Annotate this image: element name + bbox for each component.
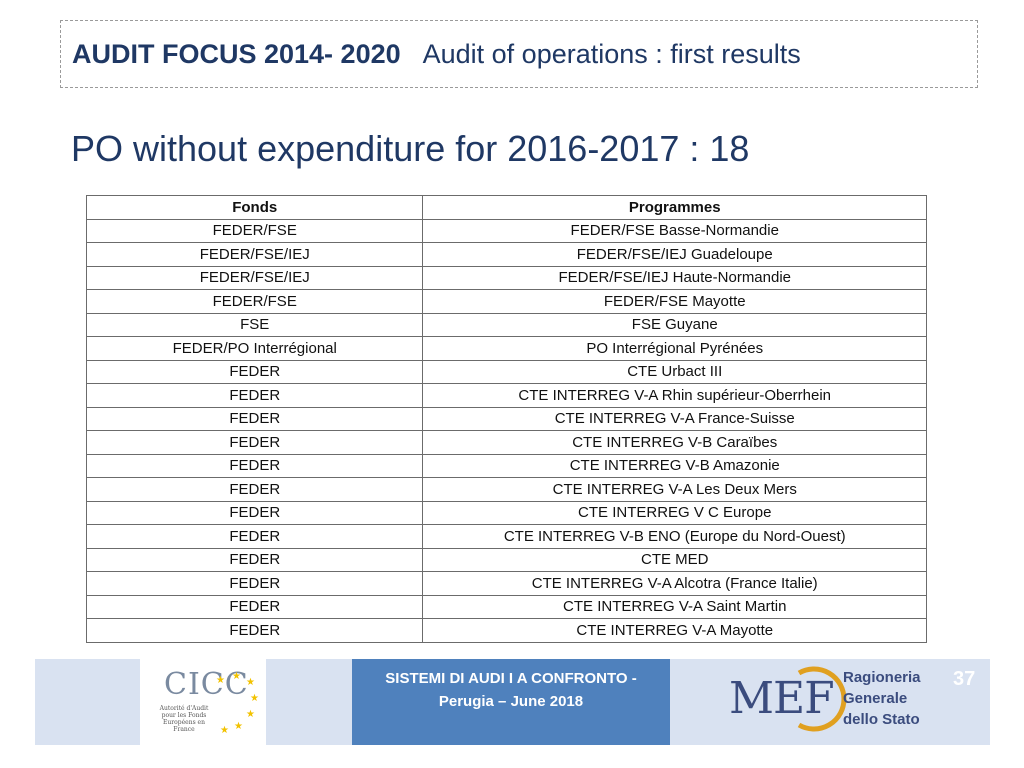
column-header-fonds: Fonds bbox=[85, 195, 424, 220]
table-row: FEDER CTE INTERREG V-A Alcotra (France It… bbox=[85, 571, 927, 596]
programme-cell: CTE Urbact III bbox=[422, 359, 927, 384]
page-number: 37 bbox=[953, 668, 976, 690]
table-row: FEDER CTE INTERREG V C Europe bbox=[85, 500, 927, 525]
fonds-cell: FEDER/FSE/IEJ bbox=[85, 265, 424, 290]
eu-stars-icon: ★ ★ ★ ★ ★ ★ ★ bbox=[216, 671, 259, 736]
mef-arc-icon bbox=[797, 666, 847, 732]
svg-text:★: ★ bbox=[232, 671, 241, 682]
programme-cell: FSE Guyane bbox=[422, 312, 927, 337]
table-row: FEDER CTE INTERREG V-A Mayotte bbox=[85, 618, 927, 643]
rgs-line-3: dello Stato bbox=[843, 711, 920, 728]
fonds-cell: FSE bbox=[85, 312, 424, 337]
table-row: FEDER CTE INTERREG V-B Amazonie bbox=[85, 453, 927, 478]
fonds-cell: FEDER/FSE/IEJ bbox=[85, 242, 424, 267]
conference-title: SISTEMI DI AUDI I A CONFRONTO - bbox=[385, 670, 637, 687]
table-row: FEDER CTE MED bbox=[85, 547, 927, 572]
programmes-table: Fonds Programmes FEDER/FSE FEDER/FSE Bass… bbox=[85, 195, 927, 643]
svg-text:★: ★ bbox=[250, 693, 259, 704]
conference-box: SISTEMI DI AUDI I A CONFRONTO - Perugia … bbox=[352, 659, 670, 745]
table-row: FEDER CTE INTERREG V-A Saint Martin bbox=[85, 594, 927, 619]
fonds-cell: FEDER/PO Interrégional bbox=[85, 336, 424, 361]
mef-logo-text: MEF bbox=[729, 673, 835, 724]
table-row: FEDER/FSE FEDER/FSE Mayotte bbox=[85, 289, 927, 314]
table-row: FEDER/FSE FEDER/FSE Basse-Normandie bbox=[85, 218, 927, 243]
programme-cell: FEDER/FSE/IEJ Haute-Normandie bbox=[422, 265, 927, 290]
table-row: FEDER CTE INTERREG V-A France-Suisse bbox=[85, 406, 927, 431]
programme-cell: CTE INTERREG V-A Saint Martin bbox=[422, 594, 927, 619]
fonds-cell: FEDER bbox=[85, 547, 424, 572]
cicc-logo-fine-print: Autorité d'Audit pour les Fonds Européen… bbox=[159, 705, 209, 733]
fonds-cell: FEDER/FSE bbox=[85, 289, 424, 314]
fonds-cell: FEDER bbox=[85, 571, 424, 596]
header-title-bold: AUDIT FOCUS 2014- 2020 bbox=[72, 38, 401, 69]
programme-cell: CTE INTERREG V-A Rhin supérieur-Oberrhei… bbox=[422, 383, 927, 408]
table-row: FEDER CTE INTERREG V-A Les Deux Mers bbox=[85, 477, 927, 502]
fonds-cell: FEDER bbox=[85, 524, 424, 549]
table-row: FEDER/FSE/IEJ FEDER/FSE/IEJ Guadeloupe bbox=[85, 242, 927, 267]
programme-cell: CTE MED bbox=[422, 547, 927, 572]
svg-text:★: ★ bbox=[246, 677, 255, 688]
fonds-cell: FEDER bbox=[85, 618, 424, 643]
conference-place-date: Perugia – June 2018 bbox=[438, 693, 584, 710]
fonds-cell: FEDER bbox=[85, 500, 424, 525]
programme-cell: CTE INTERREG V-B Caraïbes bbox=[422, 430, 927, 455]
rgs-line-2: Generale bbox=[843, 690, 908, 707]
mef-logo: MEF Ragioneria Generale dello Stato bbox=[671, 659, 990, 745]
programme-cell: FEDER/FSE Basse-Normandie bbox=[422, 218, 927, 243]
svg-text:★: ★ bbox=[220, 725, 229, 736]
column-header-programmes: Programmes bbox=[422, 195, 927, 220]
programme-cell: CTE INTERREG V-A France-Suisse bbox=[422, 406, 927, 431]
fonds-cell: FEDER bbox=[85, 383, 424, 408]
table-row: FEDER CTE Urbact III bbox=[85, 359, 927, 384]
programme-cell: PO Interrégional Pyrénées bbox=[422, 336, 927, 361]
programme-cell: CTE INTERREG V-B Amazonie bbox=[422, 453, 927, 478]
programme-cell: CTE INTERREG V-B ENO (Europe du Nord-Oue… bbox=[422, 524, 927, 549]
rgs-logo-text: Ragioneria Generale dello Stato bbox=[843, 667, 921, 730]
fonds-cell: FEDER/FSE bbox=[85, 218, 424, 243]
fonds-cell: FEDER bbox=[85, 453, 424, 478]
programme-cell: CTE INTERREG V-A Alcotra (France Italie) bbox=[422, 571, 927, 596]
table-row: FSE FSE Guyane bbox=[85, 312, 927, 337]
fonds-cell: FEDER bbox=[85, 359, 424, 384]
fonds-cell: FEDER bbox=[85, 477, 424, 502]
table-row: FEDER/FSE/IEJ FEDER/FSE/IEJ Haute-Normand… bbox=[85, 265, 927, 290]
programme-cell: CTE INTERREG V C Europe bbox=[422, 500, 927, 525]
programme-cell: FEDER/FSE Mayotte bbox=[422, 289, 927, 314]
table-row: FEDER CTE INTERREG V-A Rhin supérieur-Obe… bbox=[85, 383, 927, 408]
rgs-line-1: Ragioneria bbox=[843, 669, 921, 686]
cicc-logo-text: CICC bbox=[164, 667, 249, 702]
fonds-cell: FEDER bbox=[85, 406, 424, 431]
svg-text:★: ★ bbox=[246, 709, 255, 720]
table-row: FEDER/PO Interrégional PO Interrégional P… bbox=[85, 336, 927, 361]
table-row: FEDER CTE INTERREG V-B Caraïbes bbox=[85, 430, 927, 455]
programme-cell: FEDER/FSE/IEJ Guadeloupe bbox=[422, 242, 927, 267]
programme-cell: CTE INTERREG V-A Mayotte bbox=[422, 618, 927, 643]
fonds-cell: FEDER bbox=[85, 594, 424, 619]
programme-cell: CTE INTERREG V-A Les Deux Mers bbox=[422, 477, 927, 502]
table-body: FEDER/FSE FEDER/FSE Basse-Normandie FEDER/… bbox=[85, 218, 927, 643]
table-row: FEDER CTE INTERREG V-B ENO (Europe du Nor… bbox=[85, 524, 927, 549]
slide-subtitle: PO without expenditure for 2016-2017 : 1… bbox=[71, 128, 750, 169]
fonds-cell: FEDER bbox=[85, 430, 424, 455]
header-title-rest: Audit of operations : first results bbox=[422, 38, 801, 69]
svg-text:★: ★ bbox=[216, 675, 225, 686]
svg-text:★: ★ bbox=[234, 721, 243, 732]
cicc-logo: CICC Autorité d'Audit pour les Fonds Eur… bbox=[140, 659, 266, 745]
table-header-row: Fonds Programmes bbox=[85, 195, 927, 220]
slide-header: AUDIT FOCUS 2014- 2020 Audit of operatio… bbox=[60, 20, 978, 88]
